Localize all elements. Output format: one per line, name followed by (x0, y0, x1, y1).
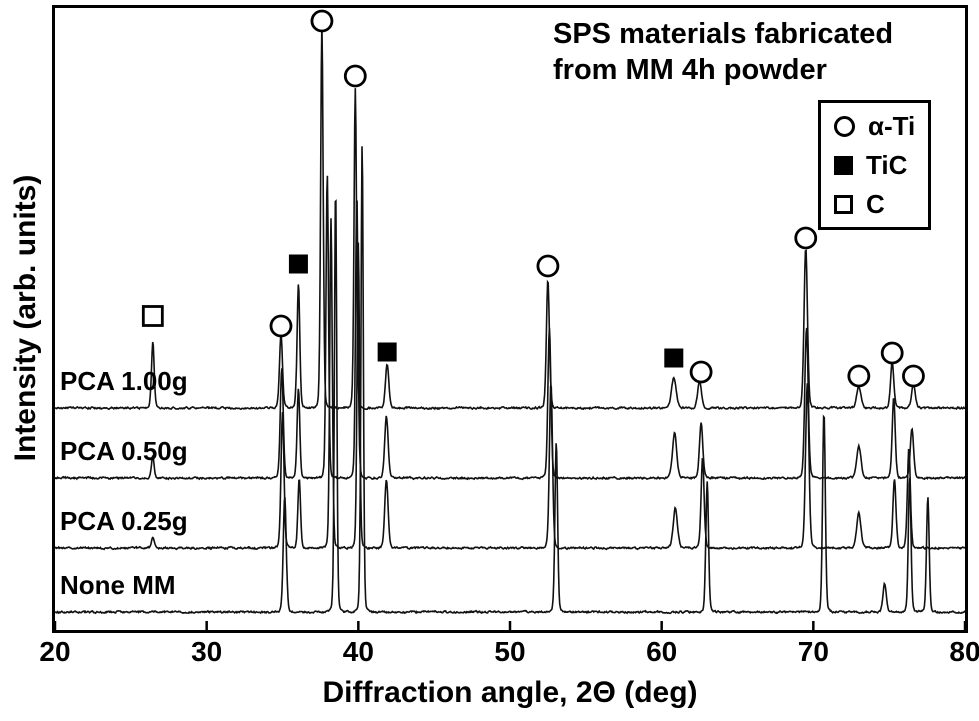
x-tick-label-70: 70 (797, 636, 829, 667)
carbon-peak-marker-icon (141, 305, 164, 327)
legend: α-Ti TiC C (818, 100, 932, 230)
alpha-ti-marker-icon (834, 115, 855, 137)
legend-entry-c: C (834, 189, 915, 219)
xrd-trace-pca-1-00g (55, 22, 965, 411)
trace-label-none-mm: None MM (60, 570, 176, 600)
legend-entry-tic: TiC (834, 150, 915, 180)
xrd-trace-pca-0-50g (55, 175, 965, 481)
plot-title-line-2: from MM 4h powder (553, 54, 827, 86)
trace-label-pca-0-25g: PCA 0.25g (60, 506, 188, 536)
alpha-ti-peak-marker-icon (269, 314, 293, 338)
plot-title-line-1: SPS materials fabricated (553, 18, 894, 50)
x-tick-label-80: 80 (949, 636, 979, 667)
xrd-trace-none-mm (55, 146, 965, 615)
trace-label-pca-0-50g: PCA 0.50g (60, 436, 188, 466)
x-tick-label-20: 20 (39, 636, 71, 667)
carbon-marker-icon (834, 194, 853, 214)
x-axis-title: Diffraction angle, 2Θ (deg) (322, 676, 698, 709)
legend-label-tic: TiC (866, 150, 908, 180)
tic-peak-marker-icon (288, 254, 308, 274)
alpha-ti-peak-marker-icon (689, 360, 713, 384)
alpha-ti-peak-marker-icon (343, 64, 367, 88)
plot-title: SPS materials fabricated from MM 4h powd… (553, 16, 893, 88)
legend-entry-alpha-ti: α-Ti (834, 111, 915, 141)
legend-label-c: C (866, 189, 885, 219)
trace-label-pca-1-00g: PCA 1.00g (60, 366, 188, 396)
x-tick-label-60: 60 (646, 636, 678, 667)
alpha-ti-peak-marker-icon (794, 226, 818, 250)
x-tick-label-40: 40 (342, 636, 374, 667)
xrd-plot-canvas (55, 9, 965, 630)
alpha-ti-peak-marker-icon (880, 341, 904, 365)
alpha-ti-peak-marker-icon (847, 364, 871, 388)
x-tick-label-30: 30 (191, 636, 223, 667)
y-axis-title: Intensity (arb. units) (9, 174, 42, 462)
alpha-ti-peak-marker-icon (902, 364, 925, 388)
xrd-trace-pca-0-25g (55, 218, 965, 551)
alpha-ti-peak-marker-icon (536, 254, 560, 278)
alpha-ti-peak-marker-icon (310, 9, 334, 33)
tic-peak-marker-icon (664, 348, 684, 368)
tic-marker-icon (834, 155, 853, 175)
tic-peak-marker-icon (377, 342, 397, 362)
x-tick-label-50: 50 (494, 636, 526, 667)
legend-label-alpha-ti: α-Ti (868, 111, 916, 141)
